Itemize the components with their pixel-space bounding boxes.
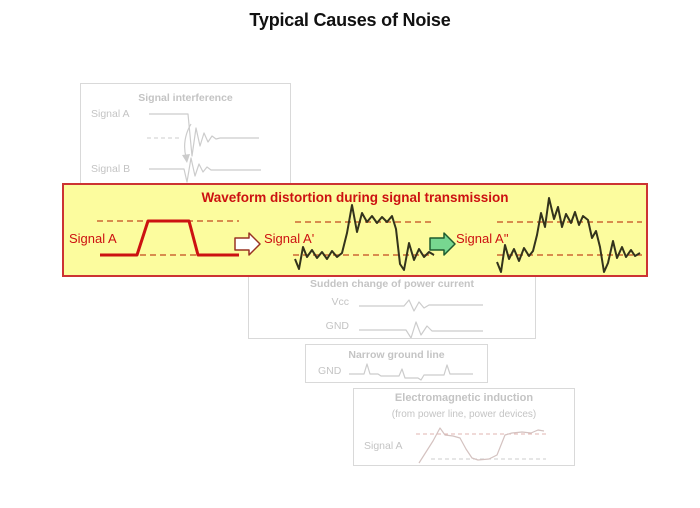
ground-noise-waveform bbox=[349, 363, 473, 381]
panel-waveform-distortion: Waveform distortion during signal transm… bbox=[62, 183, 648, 277]
right-arrow-white-icon bbox=[234, 232, 261, 256]
coupling-arrowhead-icon bbox=[182, 154, 190, 163]
signal-b-label: Signal B bbox=[91, 163, 131, 175]
gnd-label: GND bbox=[318, 365, 342, 377]
gnd-waveform bbox=[359, 321, 483, 338]
panel-title: Sudden change of power current bbox=[310, 278, 474, 290]
emi-waveforms bbox=[416, 427, 546, 464]
signal-b-waveform bbox=[149, 157, 261, 183]
signal-a-double-prime-label: Signal A'' bbox=[456, 231, 509, 246]
signal-a-label: Signal A bbox=[69, 231, 117, 246]
vcc-label: Vcc bbox=[331, 296, 349, 308]
panel-title: Narrow ground line bbox=[348, 349, 445, 361]
panel-title: Signal interference bbox=[138, 92, 233, 104]
coupling-arrow bbox=[184, 123, 192, 158]
panel-subtitle: (from power line, power devices) bbox=[391, 409, 537, 420]
page-title: Typical Causes of Noise bbox=[249, 10, 451, 30]
interference-waveforms bbox=[147, 113, 261, 183]
panel-narrow-ground-line: Narrow ground line GND bbox=[305, 344, 488, 383]
signal-a-waveform bbox=[149, 113, 259, 157]
distortion-waveforms bbox=[97, 197, 642, 273]
signal-a-label: Signal A bbox=[364, 440, 403, 452]
vcc-waveform bbox=[359, 299, 483, 312]
panel-title: Electromagnetic induction bbox=[394, 392, 534, 404]
signal-a-pulse-waveform bbox=[100, 219, 239, 257]
signal-a-prime-label: Signal A' bbox=[264, 231, 315, 246]
panel-electromagnetic-induction: Electromagnetic induction (from power li… bbox=[353, 388, 575, 466]
signal-a-prime-waveform bbox=[294, 204, 435, 271]
panel-signal-interference: Signal interference Signal A Signal B bbox=[80, 83, 291, 195]
gnd-label: GND bbox=[325, 320, 349, 332]
power-waveforms bbox=[359, 299, 483, 338]
signal-a-double-prime-waveform bbox=[496, 197, 641, 273]
ground-waveform bbox=[349, 363, 473, 381]
signal-a-induced-waveform bbox=[418, 427, 545, 464]
signal-a-label: Signal A bbox=[91, 108, 130, 120]
panel-title: Waveform distortion during signal transm… bbox=[201, 190, 509, 205]
right-arrow-green-icon bbox=[429, 232, 456, 256]
